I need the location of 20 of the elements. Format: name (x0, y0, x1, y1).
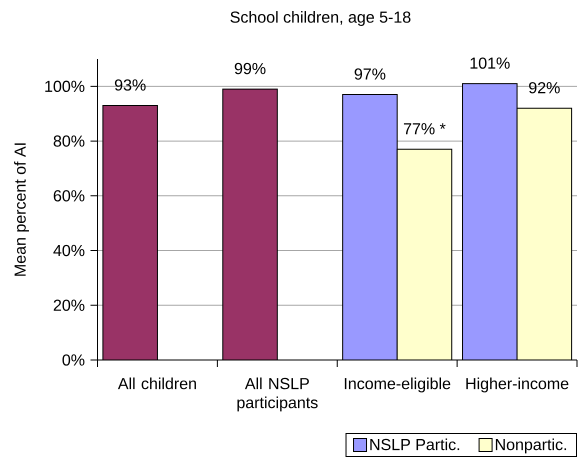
data-label: 101% (470, 57, 510, 69)
data-label: 77% * (404, 123, 446, 134)
data-label: 93% (114, 79, 146, 91)
data-label: 97% (354, 68, 386, 80)
legend-label: NSLP Partic. (370, 438, 460, 450)
chart-title: School children, age 5-18 (230, 11, 410, 26)
x-tick-label: Income-eligible (344, 378, 450, 392)
y-axis-title: Mean percent of AI (14, 143, 29, 276)
x-tick-label: All NSLP participants (237, 378, 318, 412)
y-tick-label: 0% (62, 354, 84, 366)
y-tick-label: 20% (54, 300, 84, 311)
y-tick-label: 60% (54, 190, 84, 202)
legend-label: Nonpartic. (496, 438, 566, 454)
y-tick-label: 80% (54, 135, 84, 147)
x-tick-label: All children (118, 378, 196, 390)
data-label: 92% (529, 82, 560, 94)
y-tick-label: 40% (53, 244, 84, 256)
y-tick-label: 100% (45, 80, 84, 92)
data-label: 99% (234, 62, 266, 74)
x-tick-label: Higher-income (466, 378, 568, 392)
